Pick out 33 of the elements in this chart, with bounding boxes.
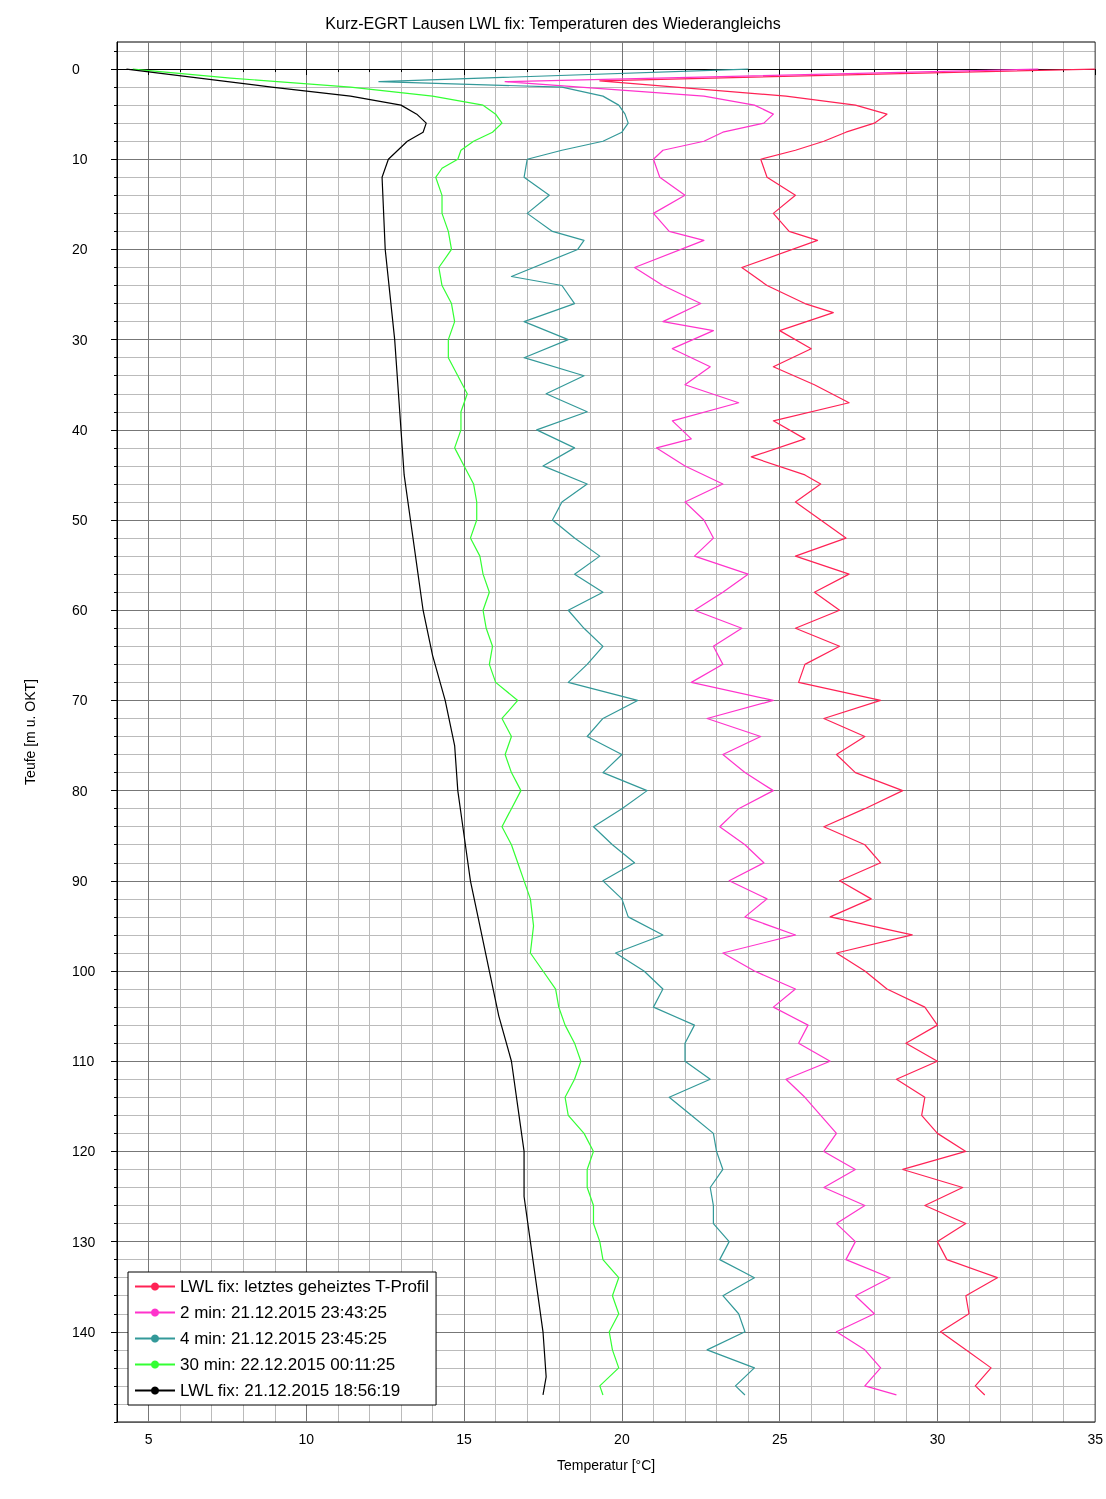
x-axis-title: Temperatur [°C] [557,1457,656,1473]
y-tick-label: 100 [72,963,96,980]
line-series [599,68,1096,1396]
line-series [132,68,620,1396]
legend-label: 4 min: 21.12.2015 23:45:25 [180,1329,387,1348]
y-tick-label: 40 [72,421,88,438]
y-tick-label: 0 [72,61,80,78]
legend-label: LWL fix: letztes geheiztes T-Profil [180,1277,430,1296]
x-tick-label: 35 [1087,1431,1104,1447]
y-tick-label: 20 [72,241,88,258]
y-tick-label: 130 [72,1233,96,1250]
y-tick-label: 90 [72,872,88,889]
y-tick-label: 140 [72,1323,96,1340]
x-tick-label: 15 [456,1431,473,1447]
x-tick-label: 5 [144,1431,153,1447]
legend-label: LWL fix: 21.12.2015 18:56:19 [180,1381,401,1400]
y-tick-label: 50 [72,512,88,529]
legend-label: 30 min: 22.12.2015 00:11:25 [180,1355,396,1374]
y-tick-label: 110 [72,1053,95,1070]
x-tick-label: 25 [771,1431,788,1447]
line-series [504,68,1040,1396]
y-tick-label: 80 [72,782,88,799]
y-tick-label: 30 [72,331,88,348]
chart-title: Kurz-EGRT Lausen LWL fix: Temperaturen des Wiederangleichs [325,14,781,32]
y-tick-label: 10 [72,151,88,168]
y-axis-title: Teufe [m u. OKT] [22,679,38,785]
y-tick-label: 120 [72,1143,96,1160]
y-tick-label: 60 [72,602,88,619]
x-tick-label: 30 [929,1431,946,1447]
legend-label: 2 min: 21.12.2015 23:43:25 [180,1303,387,1322]
x-tick-label: 10 [298,1431,315,1447]
x-tick-label: 20 [614,1431,630,1447]
y-tick-label: 70 [72,692,88,709]
